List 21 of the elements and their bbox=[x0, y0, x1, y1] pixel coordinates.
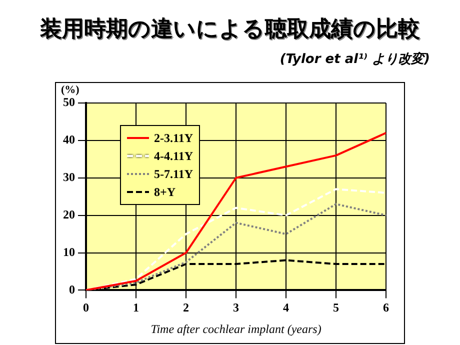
y-tick-label: 30 bbox=[63, 170, 75, 184]
y-axis-title: (%) bbox=[61, 84, 80, 96]
y-tick-label: 0 bbox=[69, 282, 75, 296]
x-tick-label: 1 bbox=[133, 300, 139, 314]
legend-label: 5-7.11Y bbox=[154, 166, 193, 182]
x-tick-label: 4 bbox=[283, 300, 289, 314]
legend-label: 2-3.11Y bbox=[154, 130, 193, 146]
legend-label: 8+Y bbox=[154, 184, 176, 200]
chart-subtitle: (Tylor et al¹⁾ より改変) bbox=[280, 50, 430, 68]
x-tick-label: 0 bbox=[83, 300, 89, 314]
y-tick-label: 40 bbox=[63, 132, 75, 147]
x-tick-label: 5 bbox=[333, 300, 339, 314]
y-tick-label: 10 bbox=[63, 244, 75, 259]
y-tick-label: 50 bbox=[63, 95, 75, 110]
y-tick-label: 20 bbox=[63, 207, 75, 222]
x-tick-label: 3 bbox=[233, 300, 239, 314]
x-tick-label: 2 bbox=[183, 300, 189, 314]
legend-label: 4-4.11Y bbox=[154, 148, 193, 164]
x-axis-title: Time after cochlear implant (years) bbox=[150, 322, 322, 336]
x-tick-label: 6 bbox=[383, 300, 389, 314]
chart-title: 装用時期の違いによる聴取成績の比較 bbox=[39, 16, 421, 44]
